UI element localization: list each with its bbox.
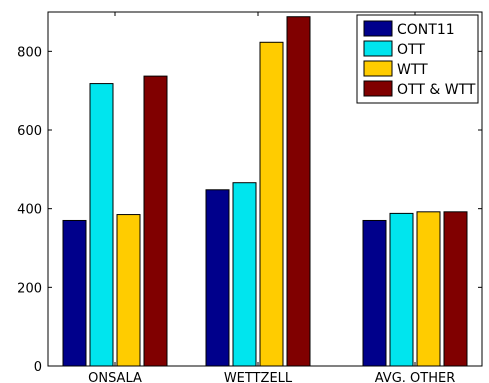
y-tick-label: 0 [34,360,42,375]
y-tick-label: 200 [17,281,42,296]
bar-wettzell-ott [232,182,257,367]
legend-label: CONT11 [397,22,455,38]
legend-label: WTT [397,62,428,78]
legend-swatch-ott-wtt [363,80,393,97]
legend-label: OTT & WTT [397,82,476,98]
legend-swatch-wtt [363,60,393,77]
bar-avg-other-cont11 [362,219,387,367]
axes-layer: ONSALA WETTZELL AVG. OTHER 0 200 400 600 800 [17,11,483,383]
legend-label: OTT [397,42,425,58]
y-tick-label: 400 [17,203,42,218]
bar-wettzell-wtt [259,41,284,367]
bar-wettzell-ott-wtt [286,16,311,367]
legend-swatch-ott [363,40,393,57]
bar-onsala-wtt [116,214,141,367]
y-tick-label: 600 [17,124,42,139]
x-tick-label: AVG. OTHER [375,371,456,383]
axes-frame [47,11,483,367]
bar-avg-other-ott-wtt [443,211,468,367]
x-tick-label: ONSALA [88,371,142,383]
bar-avg-other-ott [389,212,414,367]
bar-onsala-ott [89,83,114,367]
bars-layer [62,16,468,367]
bar-wettzell-cont11 [205,189,230,367]
bar-avg-other-wtt [416,211,441,367]
bar-onsala-ott-wtt [143,75,168,367]
legend-swatch-cont11 [363,20,393,37]
x-tick-label: WETTZELL [224,371,293,383]
legend: CONT11 OTT WTT OTT & WTT [356,14,479,104]
bar-onsala-cont11 [62,219,87,367]
y-tick-label: 800 [17,45,42,60]
